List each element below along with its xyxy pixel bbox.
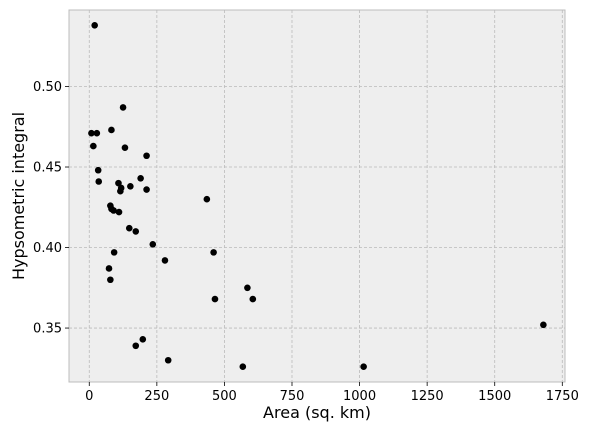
y-tick-label: 0.50 [33, 80, 62, 95]
y-tick-label: 0.40 [33, 241, 62, 256]
data-point [249, 295, 257, 303]
data-point [360, 363, 367, 371]
data-point [540, 321, 547, 329]
data-point [139, 336, 147, 343]
data-point [161, 257, 169, 264]
data-point [143, 152, 150, 160]
data-point [107, 276, 114, 284]
x-tick-label: 500 [212, 389, 237, 404]
data-point [203, 195, 211, 203]
data-point [95, 178, 103, 185]
x-tick-label: 1500 [478, 389, 511, 404]
x-tick-label: 0 [85, 389, 93, 404]
data-point [88, 129, 95, 137]
data-point [132, 342, 140, 350]
data-point [149, 241, 157, 248]
data-point [127, 183, 134, 190]
y-tick-label: 0.45 [33, 161, 62, 176]
y-tick-label: 0.35 [33, 322, 62, 337]
data-point [244, 284, 251, 292]
data-point [211, 295, 219, 303]
x-tick-label: 1250 [411, 389, 444, 404]
x-tick-label: 1000 [343, 389, 376, 404]
data-point [117, 187, 124, 195]
data-point [239, 363, 247, 371]
data-point [137, 174, 144, 182]
data-point [164, 356, 172, 364]
x-tick-label: 250 [144, 389, 169, 404]
data-point [91, 21, 98, 29]
data-point [119, 104, 127, 111]
data-point [132, 228, 140, 235]
plot-frame [68, 9, 566, 383]
plot-background [69, 10, 565, 382]
grid-lines [69, 10, 565, 382]
x-tick-label: 750 [280, 389, 305, 404]
y-axis-label: Hypsometric integral [9, 112, 28, 280]
data-point [110, 207, 117, 214]
data-point [105, 265, 113, 272]
data-point [143, 186, 150, 193]
data-point [94, 166, 102, 174]
data-point [110, 249, 118, 256]
x-tick-label: 1750 [546, 389, 579, 404]
data-point [115, 208, 123, 216]
data-point [125, 224, 133, 232]
data-point [93, 129, 101, 137]
x-axis-ticks: 0 250 500 750 1000 1250 1500 1750 [85, 382, 579, 404]
data-points [88, 21, 547, 371]
y-axis-ticks: 0.35 0.40 0.45 0.50 [33, 80, 69, 337]
data-point [121, 144, 129, 151]
data-point [210, 249, 217, 256]
data-point [115, 179, 122, 187]
data-point [90, 142, 97, 150]
x-axis-label: Area (sq. km) [263, 403, 371, 422]
data-point [108, 126, 115, 134]
